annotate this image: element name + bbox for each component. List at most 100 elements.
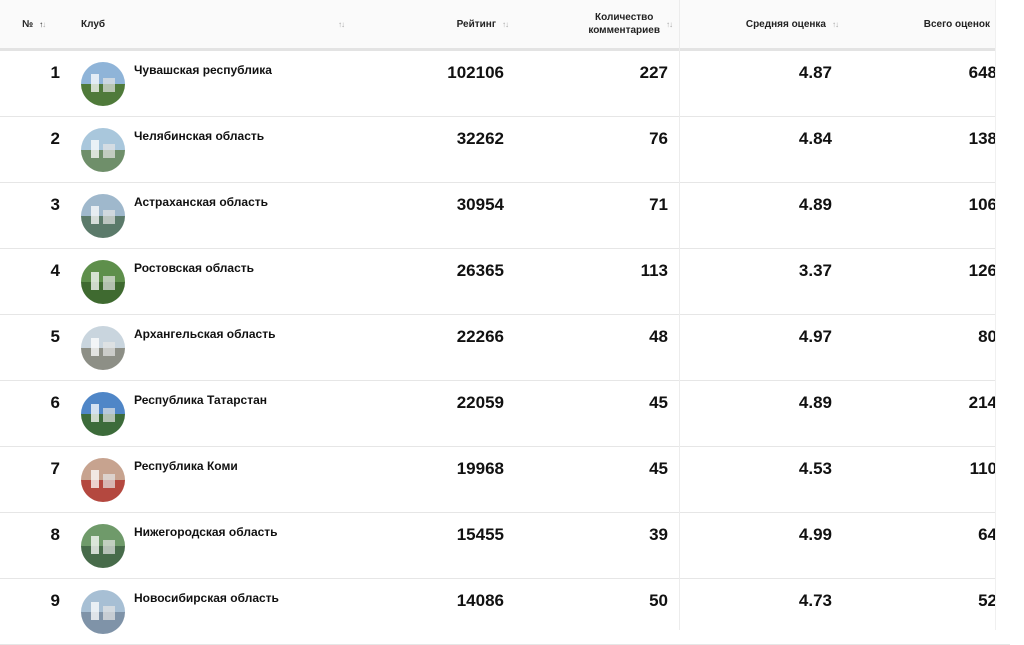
club-name[interactable]: Астраханская область <box>134 195 269 209</box>
club-name[interactable]: Республика Коми <box>134 459 238 473</box>
club-avatar[interactable] <box>81 194 125 238</box>
club-name[interactable]: Нижегородская область <box>134 525 278 539</box>
avatar-building <box>103 342 115 356</box>
club-name[interactable]: Чувашская республика <box>134 63 272 77</box>
total-ratings: 52 <box>978 591 997 610</box>
rating-value: 32262 <box>456 129 504 148</box>
total-ratings: 110 <box>969 459 997 478</box>
rating-value: 14086 <box>456 591 504 610</box>
total-ratings: 214 <box>968 393 997 412</box>
table-header: № ↑↓ Клуб ↑↓ Рейтинг ↑↓ Количество комме… <box>0 0 1010 51</box>
club-name[interactable]: Республика Татарстан <box>134 393 268 407</box>
column-header-total[interactable]: Всего оценок ↑↓ <box>840 0 1003 48</box>
total-ratings: 126 <box>968 261 997 280</box>
average-score: 4.99 <box>798 525 832 544</box>
average-score: 4.73 <box>798 591 832 610</box>
table-row[interactable]: 7 Республика Коми 19968 45 4.53 110 <box>0 447 1010 513</box>
table-row[interactable]: 6 Республика Татарстан 22059 45 4.89 214 <box>0 381 1010 447</box>
average-score: 3.37 <box>798 261 832 280</box>
row-rank: 3 <box>50 195 60 214</box>
club-avatar[interactable] <box>81 458 125 502</box>
average-score: 4.97 <box>798 327 832 346</box>
avatar-building <box>91 140 99 158</box>
avatar-building <box>91 536 99 554</box>
rating-value: 22266 <box>456 327 504 346</box>
club-avatar[interactable] <box>81 524 125 568</box>
total-ratings: 106 <box>968 195 997 214</box>
table-row[interactable]: 2 Челябинская область 32262 76 4.84 138 <box>0 117 1010 183</box>
table-row[interactable]: 5 Архангельская область 22266 48 4.97 80 <box>0 315 1010 381</box>
table-row[interactable]: 9 Новосибирская область 14086 50 4.73 52 <box>0 579 1010 645</box>
row-rank: 4 <box>50 261 60 280</box>
comments-count: 48 <box>649 327 668 346</box>
rating-value: 22059 <box>456 393 504 412</box>
rating-value: 26365 <box>456 261 504 280</box>
column-header-rating[interactable]: Рейтинг ↑↓ <box>380 0 509 48</box>
scrollbar[interactable] <box>995 0 1010 630</box>
sort-icon[interactable]: ↑↓ <box>832 19 839 29</box>
table-row[interactable]: 1 Чувашская республика 102106 227 4.87 6… <box>0 51 1010 117</box>
total-ratings: 80 <box>978 327 997 346</box>
club-name[interactable]: Новосибирская область <box>134 591 279 605</box>
avatar-building <box>91 338 99 356</box>
column-divider <box>679 0 680 630</box>
table-row[interactable]: 4 Ростовская область 26365 113 3.37 126 <box>0 249 1010 315</box>
club-avatar[interactable] <box>81 260 125 304</box>
sort-icon[interactable]: ↑↓ <box>502 19 509 29</box>
average-score: 4.87 <box>798 63 832 82</box>
avatar-building <box>103 540 115 554</box>
club-avatar[interactable] <box>81 590 125 634</box>
rating-value: 15455 <box>456 525 504 544</box>
column-header-total-label: Всего оценок <box>923 18 990 30</box>
sort-icon[interactable]: ↑↓ <box>666 19 673 29</box>
club-name[interactable]: Челябинская область <box>134 129 265 143</box>
comments-count: 50 <box>649 591 668 610</box>
average-score: 4.53 <box>798 459 832 478</box>
avatar-building <box>103 144 115 158</box>
comments-count: 45 <box>649 459 668 478</box>
comments-count: 113 <box>640 261 668 280</box>
avatar-building <box>91 272 99 290</box>
row-rank: 6 <box>50 393 60 412</box>
column-header-number[interactable]: № ↑↓ <box>22 0 70 48</box>
club-avatar[interactable] <box>81 128 125 172</box>
row-rank: 7 <box>50 459 60 478</box>
column-header-club-label: Клуб <box>81 18 106 30</box>
comments-count: 227 <box>639 63 668 82</box>
column-header-number-label: № <box>22 18 34 30</box>
sort-icon[interactable]: ↑↓ <box>39 19 46 29</box>
club-name[interactable]: Ростовская область <box>134 261 255 275</box>
column-header-comments[interactable]: Количество комментариев ↑↓ <box>540 0 673 48</box>
club-name[interactable]: Архангельская область <box>134 327 276 341</box>
sort-icon[interactable]: ↑↓ <box>338 19 345 29</box>
column-header-average-label: Средняя оценка <box>745 18 826 30</box>
row-rank: 5 <box>50 327 60 346</box>
comments-count: 71 <box>649 195 668 214</box>
table-row[interactable]: 8 Нижегородская область 15455 39 4.99 64 <box>0 513 1010 579</box>
club-avatar[interactable] <box>81 392 125 436</box>
total-ratings: 64 <box>978 525 997 544</box>
row-rank: 2 <box>50 129 60 148</box>
column-header-club[interactable]: Клуб ↑↓ <box>81 0 345 48</box>
row-rank: 1 <box>50 63 60 82</box>
table-body: 1 Чувашская республика 102106 227 4.87 6… <box>0 51 1010 645</box>
club-avatar[interactable] <box>81 62 125 106</box>
comments-count: 76 <box>649 129 668 148</box>
avatar-building <box>91 470 99 488</box>
column-header-comments-line1: Количество <box>595 12 654 23</box>
total-ratings: 648 <box>968 63 997 82</box>
column-header-comments-line2: комментариев <box>588 25 660 36</box>
avatar-building <box>103 408 115 422</box>
row-rank: 9 <box>50 591 60 610</box>
club-avatar[interactable] <box>81 326 125 370</box>
column-header-comments-label: Количество комментариев <box>588 11 660 37</box>
avatar-building <box>103 78 115 92</box>
average-score: 4.84 <box>798 129 832 148</box>
rating-value: 30954 <box>456 195 504 214</box>
column-header-average[interactable]: Средняя оценка ↑↓ <box>680 0 839 48</box>
table-row[interactable]: 3 Астраханская область 30954 71 4.89 106 <box>0 183 1010 249</box>
column-header-rating-label: Рейтинг <box>456 18 496 30</box>
avatar-building <box>91 74 99 92</box>
rating-value: 19968 <box>456 459 504 478</box>
